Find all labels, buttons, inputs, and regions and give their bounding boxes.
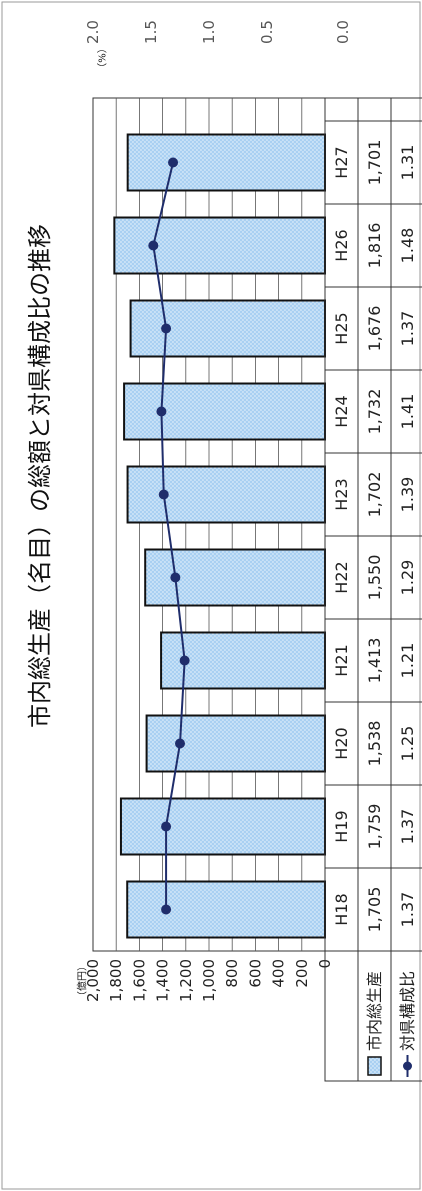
category-label: H19 xyxy=(332,810,351,842)
legend-bar-name: 市内総生産 xyxy=(365,971,384,1051)
left-tick-label: 1,200 xyxy=(177,959,195,1002)
line-point-H27 xyxy=(168,157,179,168)
bar-H24 xyxy=(123,382,326,441)
category-label: H23 xyxy=(332,478,351,510)
bar-value-label: 1,413 xyxy=(365,638,384,684)
bar-H25 xyxy=(129,299,326,358)
line-value-label: 1.25 xyxy=(398,726,417,762)
bar-value-label: 1,702 xyxy=(365,472,384,518)
line-point-H24 xyxy=(156,406,167,417)
left-tick-label: 400 xyxy=(270,959,288,988)
bar-H23 xyxy=(126,465,327,524)
line-value-label: 1.37 xyxy=(398,892,417,928)
category-label: H21 xyxy=(332,644,351,676)
bar-H20 xyxy=(145,714,326,773)
legend-line-marker xyxy=(403,1061,412,1071)
left-tick-label: 1,400 xyxy=(154,959,172,1002)
right-tick-label: 1.0 xyxy=(200,20,218,44)
right-axis-unit: （%） xyxy=(97,43,109,73)
bar-H27 xyxy=(126,133,326,192)
category-label: H20 xyxy=(332,727,351,759)
line-point-H25 xyxy=(161,323,172,334)
category-label: H26 xyxy=(332,229,351,261)
line-point-H18 xyxy=(161,904,172,915)
left-tick-label: 1,600 xyxy=(130,959,148,1002)
line-value-label: 1.37 xyxy=(398,311,417,347)
category-label: H18 xyxy=(332,893,351,925)
legend-bar-swatch xyxy=(367,1056,382,1076)
bar-value-label: 1,538 xyxy=(365,721,384,767)
line-value-label: 1.31 xyxy=(398,145,417,181)
bar-value-label: 1,705 xyxy=(365,887,384,933)
bar-value-label: 1,676 xyxy=(365,306,384,352)
right-tick-label: 0.0 xyxy=(334,20,352,44)
line-point-H26 xyxy=(148,240,159,251)
left-tick-label: 800 xyxy=(223,959,241,988)
left-tick-label: 1,800 xyxy=(107,959,125,1002)
bar-value-label: 1,701 xyxy=(365,140,384,186)
bar-H18 xyxy=(126,880,326,939)
line-series xyxy=(152,162,186,910)
right-tick-label: 1.5 xyxy=(142,20,160,44)
bar-value-label: 1,816 xyxy=(365,223,384,269)
category-label: H25 xyxy=(332,312,351,344)
line-value-label: 1.39 xyxy=(398,477,417,513)
left-tick-label: 200 xyxy=(293,959,311,988)
line-value-label: 1.37 xyxy=(398,809,417,845)
left-tick-label: 600 xyxy=(246,959,264,988)
category-label: H27 xyxy=(332,146,351,178)
line-point-H20 xyxy=(175,738,185,749)
chart-title: 市内総生産（名目）の総額と対県構成比の推移 xyxy=(26,224,54,728)
right-tick-label: 0.5 xyxy=(258,20,276,44)
data-table xyxy=(324,97,422,1082)
bar-value-label: 1,550 xyxy=(365,555,384,601)
category-label: H24 xyxy=(332,395,351,427)
line-value-label: 1.41 xyxy=(398,394,417,430)
left-tick-label: 1,000 xyxy=(200,959,218,1002)
line-point-H22 xyxy=(170,572,181,583)
bar-H19 xyxy=(119,797,327,856)
left-tick-label: 2,000 xyxy=(84,959,102,1002)
right-tick-label: 2.0 xyxy=(84,20,102,44)
bar-value-label: 1,759 xyxy=(365,804,384,850)
line-point-H23 xyxy=(158,489,169,500)
line-value-label: 1.48 xyxy=(398,228,417,264)
bar-value-label: 1,732 xyxy=(365,389,384,435)
bar-H26 xyxy=(113,216,327,275)
legend-line-name: 対県構成比 xyxy=(398,971,417,1051)
line-value-label: 1.21 xyxy=(398,643,417,679)
category-label: H22 xyxy=(332,561,351,593)
line-value-label: 1.29 xyxy=(398,560,417,596)
line-point-H21 xyxy=(179,655,190,666)
line-point-H19 xyxy=(161,821,172,832)
left-axis-unit: （億円） xyxy=(76,961,89,1001)
